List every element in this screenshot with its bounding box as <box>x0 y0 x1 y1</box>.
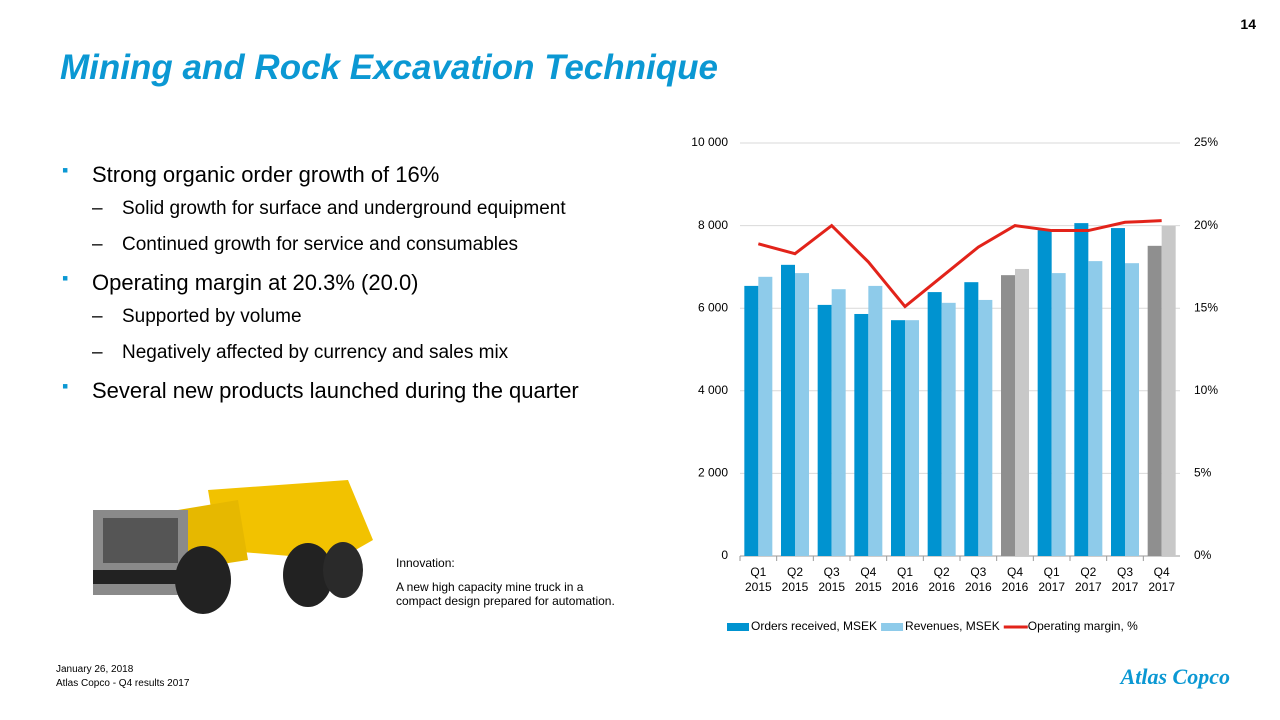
x-tick-label-line: Q3 <box>824 565 840 579</box>
bar <box>1125 263 1139 556</box>
bar <box>758 276 773 556</box>
x-tick-label-line: 2017 <box>1148 580 1175 594</box>
legend-label: Orders received, MSEK <box>751 619 877 633</box>
bullet: Strong organic order growth of 16% <box>62 160 662 188</box>
bar <box>1147 245 1162 556</box>
x-tick-label-line: 2015 <box>782 580 809 594</box>
logo: Atlas Copco <box>1120 664 1230 689</box>
x-tick-label-line: 2016 <box>892 580 919 594</box>
bar <box>854 313 869 556</box>
x-tick-label-line: 2015 <box>818 580 845 594</box>
chart: 0 2 000 4 000 6 000 8 000 10 000 0% 5% 10% 15% 20%… <box>691 135 1218 633</box>
x-tick-label: Q2 2016 <box>928 565 955 594</box>
x-tick-label-line: Q1 <box>750 565 766 579</box>
x-tick-label-line: Q3 <box>1117 565 1133 579</box>
footer-date: January 26, 2018 <box>56 664 134 675</box>
x-tick-label: Q2 2015 <box>782 565 809 594</box>
bar <box>831 289 846 556</box>
bullet-list: Strong organic order growth of 16% Solid … <box>62 160 662 414</box>
x-tick-label: Q3 2015 <box>818 565 845 594</box>
x-tick-label-line: Q3 <box>970 565 986 579</box>
bar <box>868 285 883 556</box>
x-tick-label: Q3 2017 <box>1112 565 1139 594</box>
bullet: Operating margin at 20.3% (20.0) <box>62 268 662 296</box>
bar <box>1015 268 1029 556</box>
bar <box>927 292 942 556</box>
x-tick-label: Q1 2015 <box>745 565 772 594</box>
bar <box>1001 275 1015 556</box>
x-tick-label-line: 2015 <box>745 580 772 594</box>
x-tick-label-line: 2016 <box>965 580 992 594</box>
x-tick-label-line: 2015 <box>855 580 882 594</box>
y-tick-label: 2 000 <box>698 466 728 480</box>
caption-text: A new high capacity mine truck in a comp… <box>396 580 615 608</box>
bullet: Several new products launched during the… <box>62 376 662 404</box>
caption-heading: Innovation: <box>396 556 455 570</box>
bar <box>795 273 809 556</box>
x-tick-label: Q4 2016 <box>1002 565 1029 594</box>
y2-tick-label: 15% <box>1194 300 1218 314</box>
page-number: 14 <box>1240 16 1256 32</box>
x-tick-label-line: Q2 <box>787 565 803 579</box>
x-tick-label: Q4 2017 <box>1148 565 1175 594</box>
bar <box>1051 273 1066 556</box>
bar <box>817 304 832 556</box>
x-tick-label-line: Q4 <box>1007 565 1023 579</box>
legend-swatch <box>727 623 749 631</box>
footer: January 26, 2018 Atlas Copco - Q4 result… <box>56 663 189 691</box>
x-tick-label-line: Q2 <box>1080 565 1096 579</box>
y2-tick-label: 0% <box>1194 548 1212 562</box>
bar <box>744 285 759 556</box>
bar <box>905 320 919 556</box>
x-tick-label-line: Q2 <box>934 565 950 579</box>
x-tick-label-line: 2017 <box>1075 580 1102 594</box>
bar <box>1074 223 1089 556</box>
x-tick-label-line: Q1 <box>897 565 913 579</box>
bar <box>891 320 905 556</box>
bullet: Negatively affected by currency and sale… <box>62 342 662 364</box>
slide-title: Mining and Rock Excavation Technique <box>60 48 718 87</box>
bar <box>978 299 993 556</box>
caption: Innovation: A new high capacity mine tru… <box>396 556 626 608</box>
bar <box>941 302 956 556</box>
y2-tick-label: 25% <box>1194 135 1218 149</box>
bar <box>1037 230 1052 556</box>
bullet: Continued growth for service and consuma… <box>62 234 662 256</box>
bar <box>781 264 795 556</box>
bullet: Supported by volume <box>62 306 662 328</box>
truck-illustration <box>93 480 373 614</box>
bar <box>1088 261 1103 556</box>
legend-label: Operating margin, % <box>1028 619 1138 633</box>
y2-tick-label: 20% <box>1194 218 1218 232</box>
y2-tick-label: 10% <box>1194 383 1218 397</box>
x-tick-label: Q1 2017 <box>1038 565 1065 594</box>
y-tick-label: 4 000 <box>698 383 728 397</box>
legend-swatch <box>881 623 904 631</box>
y-tick-label: 10 000 <box>691 135 728 149</box>
x-tick-label: Q2 2017 <box>1075 565 1102 594</box>
x-tick-label-line: Q4 <box>1154 565 1170 579</box>
x-tick-label-line: 2017 <box>1112 580 1139 594</box>
x-tick-label-line: Q1 <box>1044 565 1060 579</box>
x-tick-label-line: 2017 <box>1038 580 1065 594</box>
x-tick-label-line: 2016 <box>1002 580 1029 594</box>
x-tick-label-line: Q4 <box>860 565 876 579</box>
bullet: Solid growth for surface and underground… <box>62 198 662 220</box>
x-tick-label-line: 2016 <box>928 580 955 594</box>
bar <box>1161 226 1176 556</box>
y-tick-label: 6 000 <box>698 300 728 314</box>
footer-source: Atlas Copco - Q4 results 2017 <box>56 678 190 689</box>
bar <box>964 282 979 556</box>
y2-tick-label: 5% <box>1194 466 1212 480</box>
legend-label: Revenues, MSEK <box>905 619 1000 633</box>
bar <box>1111 228 1125 556</box>
y-tick-label: 0 <box>721 548 728 562</box>
y-tick-label: 8 000 <box>698 218 728 232</box>
line <box>757 219 1162 309</box>
x-tick-label: Q1 2016 <box>892 565 919 594</box>
x-tick-label: Q4 2015 <box>855 565 882 594</box>
x-tick-label: Q3 2016 <box>965 565 992 594</box>
